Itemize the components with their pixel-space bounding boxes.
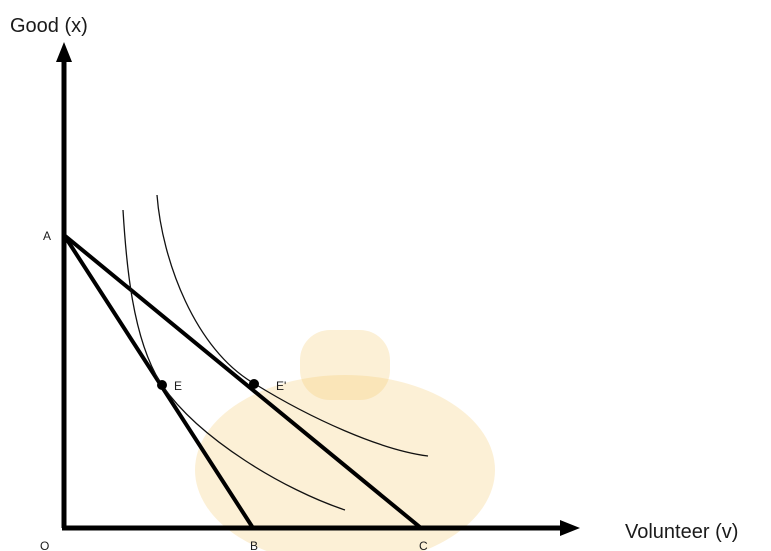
origin-label: O (40, 539, 49, 551)
point-c-label: C (419, 539, 428, 551)
y-axis-title: Good (x) (10, 15, 88, 37)
x-axis-title: Volunteer (v) (625, 521, 738, 543)
point-e-prime-marker (249, 379, 259, 389)
point-e-marker (157, 380, 167, 390)
x-axis-arrow (560, 520, 580, 536)
point-e-prime-label: E' (276, 379, 286, 393)
point-e-label: E (174, 379, 182, 393)
axes (56, 42, 580, 536)
y-axis-arrow (56, 42, 72, 62)
point-a-label: A (43, 229, 51, 243)
watermark-seal (195, 330, 495, 551)
point-b-label: B (250, 539, 258, 551)
budget-line-ac (62, 233, 423, 530)
